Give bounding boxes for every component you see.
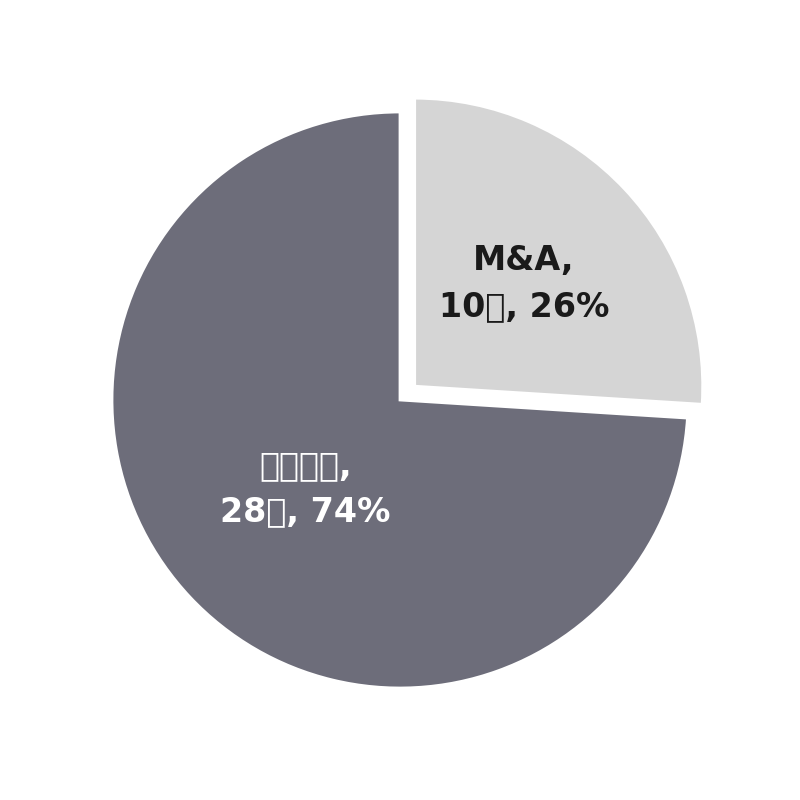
Text: 新規設立,
28社, 74%: 新規設立, 28社, 74% (220, 450, 390, 528)
Wedge shape (414, 98, 702, 404)
Text: M&A,
10社, 26%: M&A, 10社, 26% (438, 244, 609, 323)
Wedge shape (112, 112, 687, 688)
